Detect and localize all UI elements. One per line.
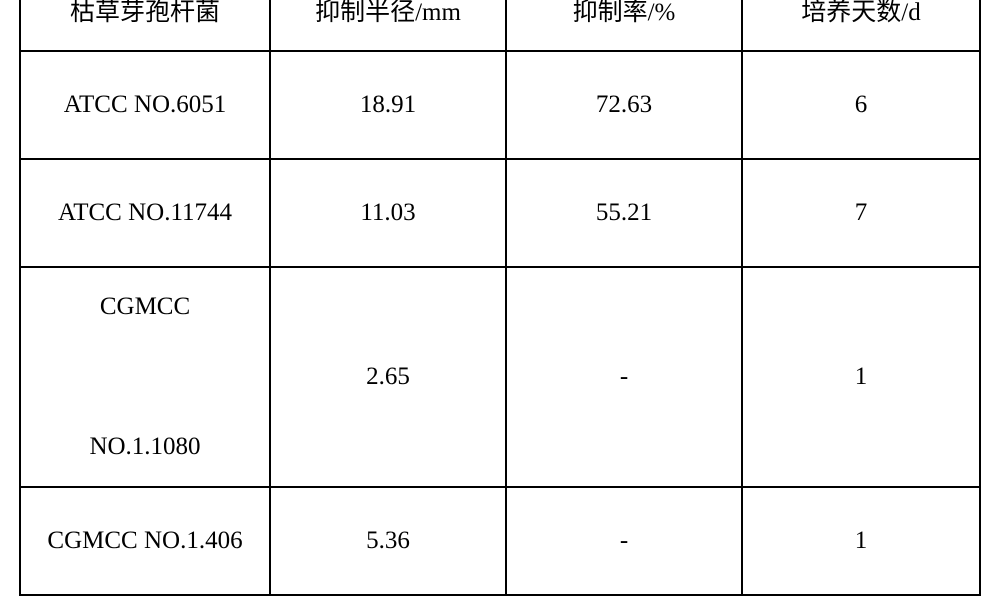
table-row: CGMCCNO.1.1080 2.65 - 1 bbox=[20, 267, 980, 487]
cell-radius: 18.91 bbox=[270, 51, 506, 159]
cell-strain: CGMCCNO.1.1080 bbox=[20, 267, 270, 487]
cell-radius: 5.36 bbox=[270, 487, 506, 595]
cell-days: 7 bbox=[742, 159, 980, 267]
cell-days: 1 bbox=[742, 487, 980, 595]
table-row: ATCC NO.11744 11.03 55.21 7 bbox=[20, 159, 980, 267]
table-container: 枯草芽孢杆菌 抑制半径/mm 抑制率/% 培养天数/d ATCC NO.6051… bbox=[0, 0, 1000, 604]
cell-radius: 2.65 bbox=[270, 267, 506, 487]
table-header-row: 枯草芽孢杆菌 抑制半径/mm 抑制率/% 培养天数/d bbox=[20, 0, 980, 51]
data-table: 枯草芽孢杆菌 抑制半径/mm 抑制率/% 培养天数/d ATCC NO.6051… bbox=[19, 0, 981, 596]
cell-strain: CGMCC NO.1.406 bbox=[20, 487, 270, 595]
cell-radius: 11.03 bbox=[270, 159, 506, 267]
col-header-rate: 抑制率/% bbox=[506, 0, 742, 51]
cell-rate: - bbox=[506, 487, 742, 595]
cell-rate: 72.63 bbox=[506, 51, 742, 159]
cell-strain: ATCC NO.11744 bbox=[20, 159, 270, 267]
table-row: CGMCC NO.1.406 5.36 - 1 bbox=[20, 487, 980, 595]
cell-strain: ATCC NO.6051 bbox=[20, 51, 270, 159]
cell-rate: - bbox=[506, 267, 742, 487]
col-header-strain: 枯草芽孢杆菌 bbox=[20, 0, 270, 51]
cell-days: 6 bbox=[742, 51, 980, 159]
col-header-days: 培养天数/d bbox=[742, 0, 980, 51]
table-row: ATCC NO.6051 18.91 72.63 6 bbox=[20, 51, 980, 159]
col-header-radius: 抑制半径/mm bbox=[270, 0, 506, 51]
cell-rate: 55.21 bbox=[506, 159, 742, 267]
cell-days: 1 bbox=[742, 267, 980, 487]
